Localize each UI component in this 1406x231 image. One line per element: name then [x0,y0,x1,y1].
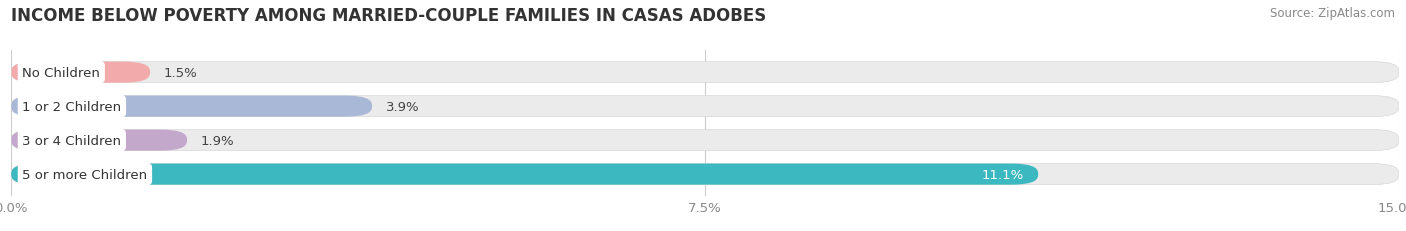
FancyBboxPatch shape [11,130,187,151]
Text: Source: ZipAtlas.com: Source: ZipAtlas.com [1270,7,1395,20]
FancyBboxPatch shape [11,62,1399,83]
FancyBboxPatch shape [11,164,1038,185]
Text: INCOME BELOW POVERTY AMONG MARRIED-COUPLE FAMILIES IN CASAS ADOBES: INCOME BELOW POVERTY AMONG MARRIED-COUPL… [11,7,766,25]
Text: 1 or 2 Children: 1 or 2 Children [22,100,121,113]
FancyBboxPatch shape [11,164,1399,185]
Text: 11.1%: 11.1% [981,168,1025,181]
FancyBboxPatch shape [11,96,1399,117]
Text: No Children: No Children [22,66,100,79]
Text: 3.9%: 3.9% [385,100,419,113]
Text: 3 or 4 Children: 3 or 4 Children [22,134,121,147]
FancyBboxPatch shape [11,96,373,117]
Text: 1.9%: 1.9% [201,134,235,147]
FancyBboxPatch shape [11,130,1399,151]
Text: 1.5%: 1.5% [165,66,198,79]
FancyBboxPatch shape [11,62,150,83]
Text: 5 or more Children: 5 or more Children [22,168,148,181]
